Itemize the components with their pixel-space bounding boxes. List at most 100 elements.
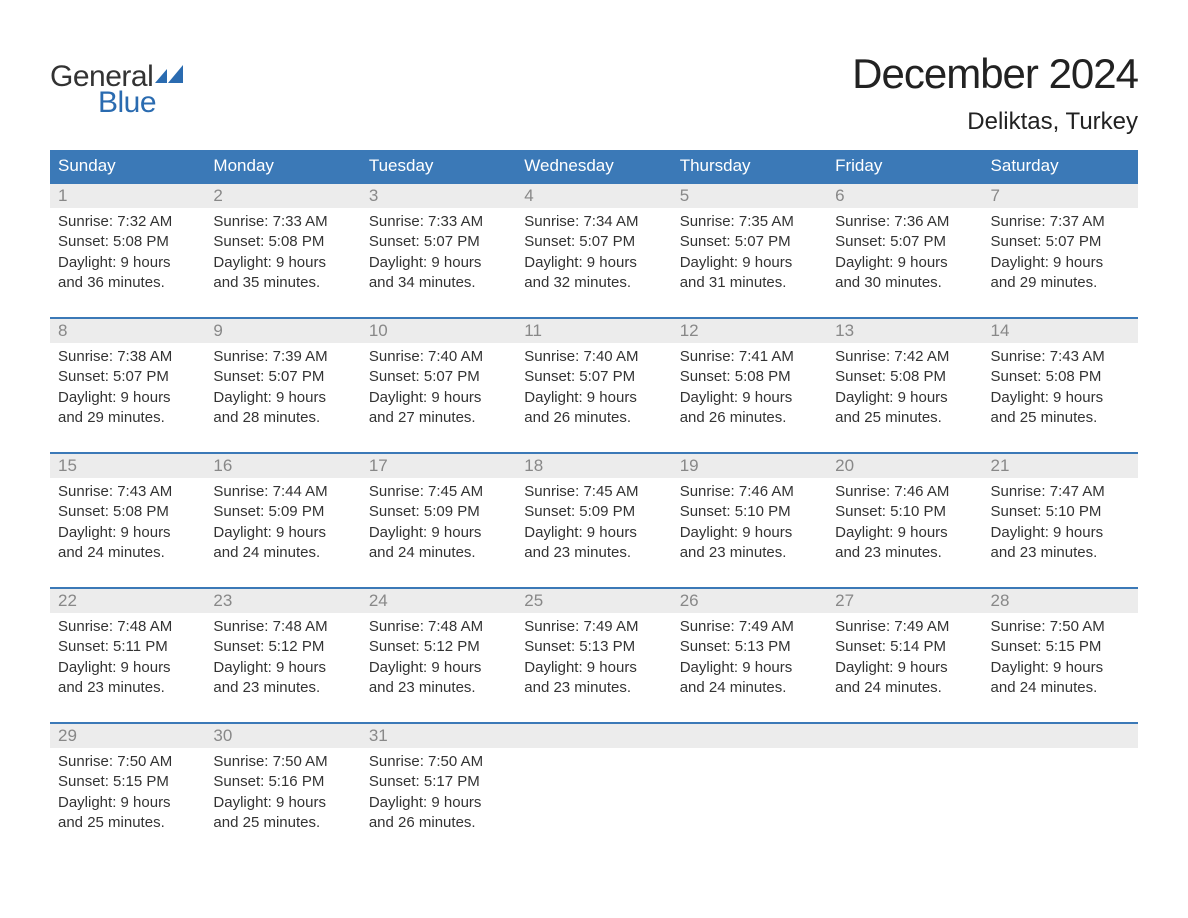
header: General Blue December 2024 Deliktas, Tur… xyxy=(50,50,1138,136)
sunset-line: Sunset: 5:17 PM xyxy=(369,772,508,792)
day-number-row: 16 xyxy=(205,454,360,478)
sunrise-line: Sunrise: 7:49 AM xyxy=(835,617,974,637)
sunrise-line: Sunrise: 7:33 AM xyxy=(369,212,508,232)
daylight-line: and 23 minutes. xyxy=(524,678,663,698)
daylight-line: and 23 minutes. xyxy=(680,543,819,563)
day-number-row: 20 xyxy=(827,454,982,478)
day-number: 13 xyxy=(827,321,854,340)
sunrise-line: Sunrise: 7:50 AM xyxy=(991,617,1130,637)
daylight-line: and 24 minutes. xyxy=(58,543,197,563)
daylight-line: Daylight: 9 hours xyxy=(680,523,819,543)
daylight-line: and 25 minutes. xyxy=(991,408,1130,428)
day-number: 25 xyxy=(516,591,543,610)
day-number: 20 xyxy=(827,456,854,475)
day-of-week-header: SundayMondayTuesdayWednesdayThursdayFrid… xyxy=(50,150,1138,182)
day-number: 29 xyxy=(50,726,77,745)
daylight-line: Daylight: 9 hours xyxy=(680,658,819,678)
daylight-line: Daylight: 9 hours xyxy=(991,658,1130,678)
daylight-line: Daylight: 9 hours xyxy=(213,793,352,813)
daylight-line: Daylight: 9 hours xyxy=(369,658,508,678)
sunset-line: Sunset: 5:15 PM xyxy=(58,772,197,792)
daylight-line: and 25 minutes. xyxy=(213,813,352,833)
daylight-line: Daylight: 9 hours xyxy=(58,523,197,543)
sunset-line: Sunset: 5:07 PM xyxy=(991,232,1130,252)
daylight-line: Daylight: 9 hours xyxy=(524,388,663,408)
sunset-line: Sunset: 5:13 PM xyxy=(680,637,819,657)
sunset-line: Sunset: 5:08 PM xyxy=(58,232,197,252)
daylight-line: Daylight: 9 hours xyxy=(369,388,508,408)
day-number: 12 xyxy=(672,321,699,340)
sunset-line: Sunset: 5:09 PM xyxy=(369,502,508,522)
daylight-line: Daylight: 9 hours xyxy=(213,523,352,543)
calendar-day: 17Sunrise: 7:45 AMSunset: 5:09 PMDayligh… xyxy=(361,454,516,573)
day-of-week-cell: Sunday xyxy=(50,150,205,182)
daylight-line: Daylight: 9 hours xyxy=(835,658,974,678)
daylight-line: and 30 minutes. xyxy=(835,273,974,293)
weeks-container: 1Sunrise: 7:32 AMSunset: 5:08 PMDaylight… xyxy=(50,182,1138,843)
calendar-day: 19Sunrise: 7:46 AMSunset: 5:10 PMDayligh… xyxy=(672,454,827,573)
day-number-row: 25 xyxy=(516,589,671,613)
day-number-row: 11 xyxy=(516,319,671,343)
calendar: SundayMondayTuesdayWednesdayThursdayFrid… xyxy=(50,150,1138,843)
daylight-line: Daylight: 9 hours xyxy=(369,793,508,813)
day-number: 2 xyxy=(205,186,222,205)
daylight-line: Daylight: 9 hours xyxy=(524,658,663,678)
sunrise-line: Sunrise: 7:41 AM xyxy=(680,347,819,367)
day-number xyxy=(983,726,996,745)
day-number: 19 xyxy=(672,456,699,475)
sunset-line: Sunset: 5:08 PM xyxy=(213,232,352,252)
calendar-day: 21Sunrise: 7:47 AMSunset: 5:10 PMDayligh… xyxy=(983,454,1138,573)
day-number-row: 10 xyxy=(361,319,516,343)
calendar-week: 22Sunrise: 7:48 AMSunset: 5:11 PMDayligh… xyxy=(50,587,1138,708)
daylight-line: Daylight: 9 hours xyxy=(58,388,197,408)
daylight-line: and 23 minutes. xyxy=(369,678,508,698)
day-number: 22 xyxy=(50,591,77,610)
calendar-day: 30Sunrise: 7:50 AMSunset: 5:16 PMDayligh… xyxy=(205,724,360,843)
daylight-line: Daylight: 9 hours xyxy=(213,658,352,678)
flag-icon xyxy=(155,65,185,90)
calendar-week: 29 Sunrise: 7:50 AMSunset: 5:15 PM Dayligh… xyxy=(50,722,1138,843)
calendar-day: 13Sunrise: 7:42 AMSunset: 5:08 PMDayligh… xyxy=(827,319,982,438)
day-number: 16 xyxy=(205,456,232,475)
daylight-line: and 23 minutes. xyxy=(58,678,197,698)
calendar-day-empty xyxy=(983,724,1138,843)
day-number: 10 xyxy=(361,321,388,340)
daylight-line: Daylight: 9 hours xyxy=(213,388,352,408)
calendar-week: 1Sunrise: 7:32 AMSunset: 5:08 PMDaylight… xyxy=(50,182,1138,303)
day-of-week-cell: Saturday xyxy=(983,150,1138,182)
page-title: December 2024 xyxy=(852,50,1138,98)
day-number-row xyxy=(672,724,827,748)
sunset-line: Sunset: 5:07 PM xyxy=(369,232,508,252)
calendar-day: 5Sunrise: 7:35 AMSunset: 5:07 PMDaylight… xyxy=(672,184,827,303)
calendar-day-empty xyxy=(827,724,982,843)
day-number-row: 23 xyxy=(205,589,360,613)
sunset-line: Sunset: 5:07 PM xyxy=(58,367,197,387)
calendar-day: 10Sunrise: 7:40 AMSunset: 5:07 PMDayligh… xyxy=(361,319,516,438)
sunset-line: Sunset: 5:16 PM xyxy=(213,772,352,792)
calendar-day: 22Sunrise: 7:48 AMSunset: 5:11 PMDayligh… xyxy=(50,589,205,708)
day-of-week-cell: Tuesday xyxy=(361,150,516,182)
sunrise-line: Sunrise: 7:44 AM xyxy=(213,482,352,502)
day-number-row: 17 xyxy=(361,454,516,478)
day-number xyxy=(516,726,529,745)
day-number-row: 2 xyxy=(205,184,360,208)
sunset-line: Sunset: 5:08 PM xyxy=(835,367,974,387)
sunset-line: Sunset: 5:10 PM xyxy=(835,502,974,522)
daylight-line: Daylight: 9 hours xyxy=(680,253,819,273)
sunrise-line: Sunrise: 7:36 AM xyxy=(835,212,974,232)
day-number-row: 4 xyxy=(516,184,671,208)
day-number-row: 21 xyxy=(983,454,1138,478)
calendar-day: 26Sunrise: 7:49 AMSunset: 5:13 PMDayligh… xyxy=(672,589,827,708)
day-of-week-cell: Friday xyxy=(827,150,982,182)
sunrise-line: Sunrise: 7:50 AM xyxy=(58,752,197,772)
calendar-day: 6Sunrise: 7:36 AMSunset: 5:07 PMDaylight… xyxy=(827,184,982,303)
daylight-line: and 32 minutes. xyxy=(524,273,663,293)
daylight-line: and 29 minutes. xyxy=(991,273,1130,293)
sunrise-line: Sunrise: 7:40 AM xyxy=(369,347,508,367)
sunrise-line: Sunrise: 7:34 AM xyxy=(524,212,663,232)
day-number-row: 3 xyxy=(361,184,516,208)
day-number-row: 7 xyxy=(983,184,1138,208)
daylight-line: and 24 minutes. xyxy=(369,543,508,563)
sunset-line: Sunset: 5:07 PM xyxy=(835,232,974,252)
day-number: 3 xyxy=(361,186,378,205)
